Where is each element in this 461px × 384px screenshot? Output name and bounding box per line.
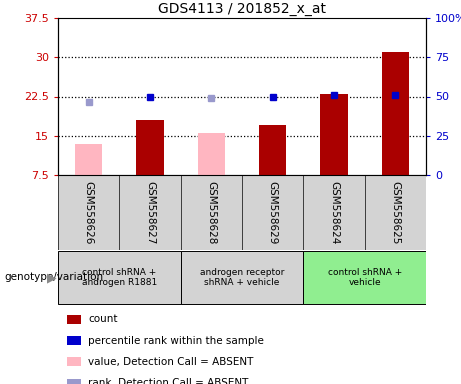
Bar [197, 133, 225, 175]
Title: GDS4113 / 201852_x_at: GDS4113 / 201852_x_at [158, 2, 326, 16]
Bar [303, 251, 426, 304]
Bar [382, 52, 409, 175]
Text: GSM558628: GSM558628 [207, 181, 216, 244]
Text: rank, Detection Call = ABSENT: rank, Detection Call = ABSENT [88, 378, 248, 384]
Text: GSM558629: GSM558629 [268, 181, 278, 244]
Text: percentile rank within the sample: percentile rank within the sample [88, 336, 264, 346]
Text: control shRNA +
vehicle: control shRNA + vehicle [328, 268, 402, 287]
Text: count: count [88, 314, 118, 324]
Bar [320, 94, 348, 175]
Text: GSM558625: GSM558625 [390, 181, 400, 244]
Bar [259, 125, 286, 175]
Text: genotype/variation: genotype/variation [5, 273, 104, 283]
Bar [181, 251, 303, 304]
Text: control shRNA +
androgen R1881: control shRNA + androgen R1881 [82, 268, 157, 287]
Text: value, Detection Call = ABSENT: value, Detection Call = ABSENT [88, 357, 254, 367]
Text: ▶: ▶ [47, 271, 56, 284]
Bar [75, 144, 102, 175]
Text: androgen receptor
shRNA + vehicle: androgen receptor shRNA + vehicle [200, 268, 284, 287]
Text: GSM558626: GSM558626 [83, 181, 94, 244]
Bar [136, 120, 164, 175]
Text: GSM558627: GSM558627 [145, 181, 155, 244]
Bar [58, 251, 181, 304]
Text: GSM558624: GSM558624 [329, 181, 339, 244]
